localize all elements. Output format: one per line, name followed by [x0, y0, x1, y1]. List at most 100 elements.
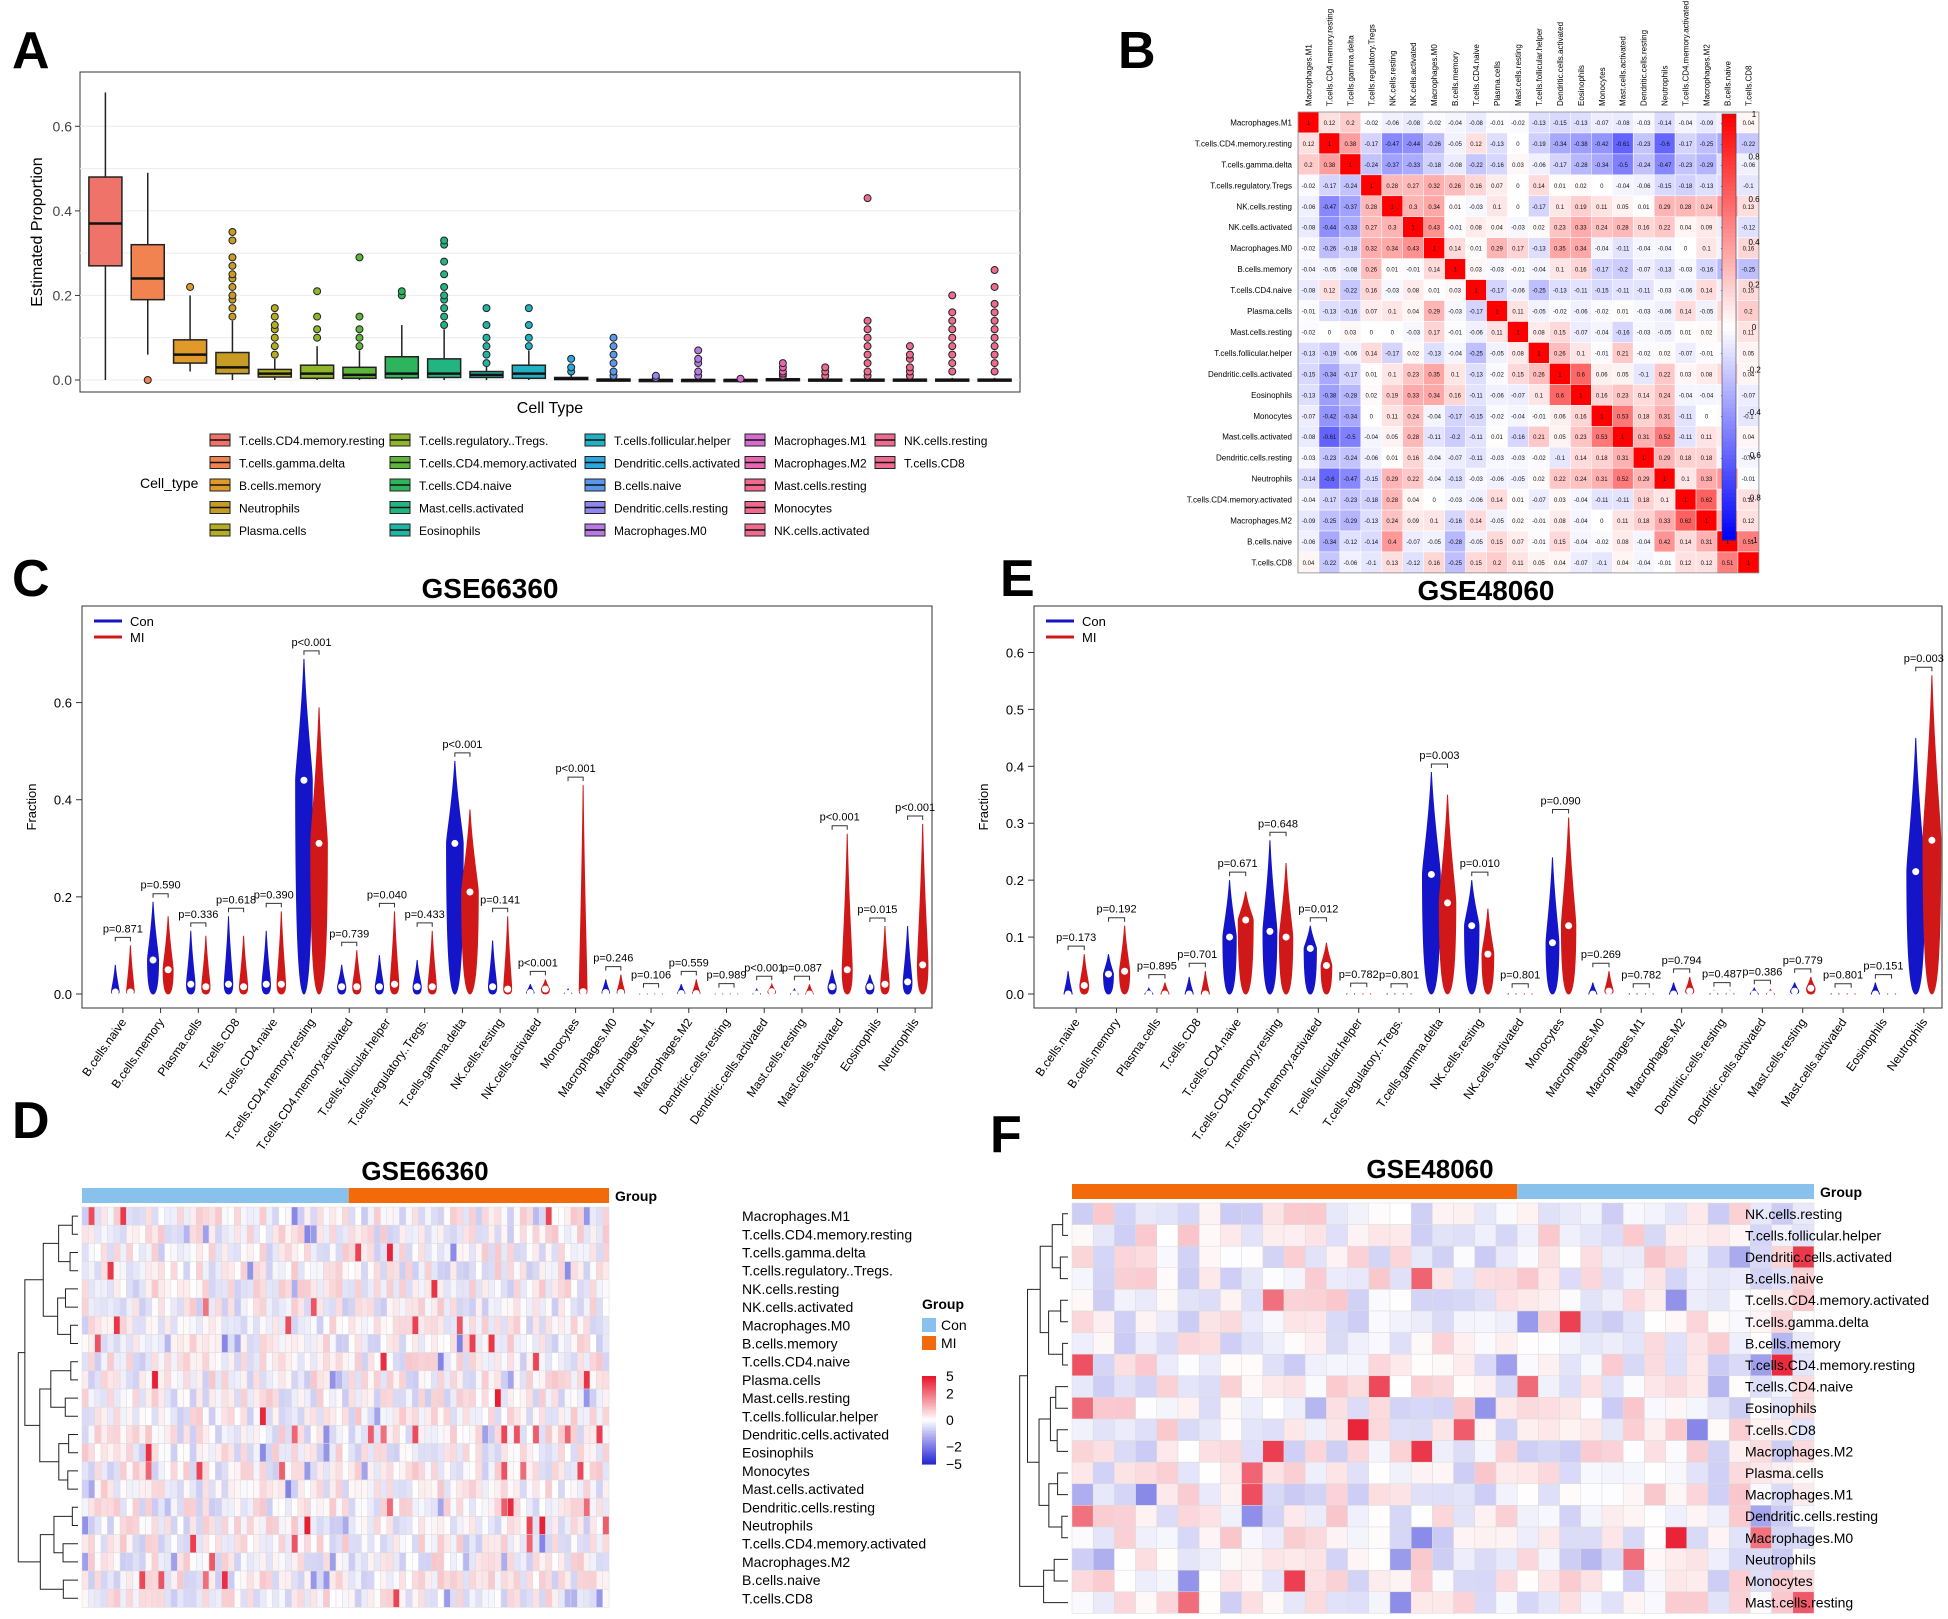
heat-cell: [1580, 1461, 1603, 1485]
violin-median-con: [1185, 990, 1193, 998]
row-label: T.cells.regulatory..Tregs.: [742, 1263, 893, 1279]
row-label: Eosinophils: [742, 1445, 814, 1461]
heat-cell: [94, 1243, 102, 1262]
corr-value: 0.27: [1407, 184, 1419, 190]
heat-cell: [456, 1352, 464, 1372]
scale-tick: −5: [946, 1456, 962, 1472]
heat-cell: [538, 1443, 546, 1463]
corr-value: -0.16: [1511, 435, 1525, 441]
heat-cell: [481, 1243, 489, 1262]
violin-mi: [427, 930, 437, 995]
heat-cell: [481, 1443, 489, 1463]
heat-cell: [1241, 1289, 1264, 1312]
corr-value: 0.07: [1365, 310, 1377, 316]
heat-cell: [1092, 1397, 1115, 1420]
pvalue-bracket: [378, 902, 395, 908]
heat-cell: [507, 1461, 515, 1481]
corr-value: -0.14: [1302, 477, 1316, 483]
heat-cell: [157, 1370, 165, 1390]
heat-cell: [265, 1297, 273, 1317]
heat-cell: [405, 1406, 413, 1426]
heat-cell: [1156, 1461, 1179, 1485]
corr-value: 0.16: [1407, 456, 1419, 462]
heat-cell: [1262, 1461, 1285, 1485]
box-outlier: [651, 371, 660, 380]
corr-value: 0.24: [1701, 205, 1713, 211]
corr-value: 1: [1307, 121, 1311, 127]
heat-cell: [1283, 1505, 1306, 1528]
heat-cell: [1262, 1591, 1285, 1614]
scale-step: [922, 1435, 936, 1439]
violin-median-con: [904, 978, 912, 986]
pvalue-label: p=0.173: [1056, 932, 1096, 944]
heat-cell: [551, 1206, 559, 1226]
heat-cell: [284, 1261, 292, 1281]
heat-cell: [361, 1388, 368, 1408]
heat-cell: [132, 1352, 140, 1372]
heat-cell: [1368, 1461, 1391, 1485]
colorbar-step: [1722, 237, 1736, 243]
heat-cell: [1686, 1267, 1709, 1290]
dendrogram-branch: [58, 1443, 69, 1481]
heat-cell: [113, 1388, 121, 1408]
heat-cell: [405, 1497, 413, 1517]
pvalue-label: p=0.801: [1823, 970, 1863, 982]
heat-cell: [151, 1552, 159, 1572]
corr-value: 0.32: [1365, 247, 1377, 253]
box-outlier: [863, 367, 872, 376]
heat-cell: [265, 1516, 273, 1535]
heat-cell: [323, 1279, 330, 1299]
heat-cell: [1071, 1202, 1094, 1225]
heat-cell: [1347, 1224, 1370, 1247]
heat-cell: [145, 1516, 153, 1535]
heat-cell: [272, 1516, 280, 1535]
heat-cell: [1601, 1375, 1624, 1398]
corr-value: 0.3: [1409, 205, 1418, 211]
pvalue-bracket: [1188, 962, 1206, 968]
heat-cell: [1071, 1289, 1094, 1312]
heat-cell: [519, 1425, 527, 1444]
corr-value: -0.06: [1302, 205, 1316, 211]
heat-cell: [443, 1334, 451, 1353]
heat-cell: [1156, 1505, 1179, 1528]
heat-cell: [488, 1334, 495, 1353]
box-outlier: [694, 354, 703, 363]
heat-cell: [469, 1461, 476, 1481]
heat-cell: [450, 1243, 457, 1262]
heat-cell: [1347, 1548, 1370, 1571]
heat-cell: [405, 1370, 413, 1390]
heat-cell: [132, 1570, 140, 1590]
heat-cell: [437, 1206, 445, 1226]
heat-cell: [1283, 1397, 1306, 1420]
heat-cell: [138, 1370, 146, 1390]
corr-value: -0.14: [1658, 121, 1672, 127]
heat-cell: [392, 1461, 400, 1481]
heat-cell: [107, 1206, 115, 1226]
heat-cell: [94, 1206, 102, 1226]
heat-cell: [145, 1588, 153, 1608]
scale-step: [922, 1389, 936, 1392]
violin-median-mi: [806, 990, 813, 998]
heat-cell: [1241, 1461, 1264, 1485]
heat-cell: [119, 1388, 127, 1408]
heat-cell: [602, 1243, 610, 1262]
pvalue-label: p=0.010: [1460, 858, 1500, 870]
heat-cell: [265, 1479, 273, 1499]
heat-cell: [132, 1370, 140, 1390]
heat-cell: [177, 1516, 184, 1535]
heat-cell: [170, 1334, 178, 1353]
violin-con: [186, 930, 196, 995]
heat-cell: [450, 1206, 457, 1226]
colorbar-step: [1722, 433, 1736, 439]
heat-cell: [88, 1206, 95, 1226]
heat-cell: [1156, 1418, 1179, 1441]
heat-cell: [424, 1588, 432, 1608]
violin-median-con: [1508, 990, 1516, 998]
heat-cell: [1622, 1267, 1645, 1290]
heat-cell: [291, 1534, 299, 1554]
heat-cell: [1580, 1440, 1603, 1463]
heat-cell: [1241, 1569, 1264, 1593]
colorbar-step: [1722, 403, 1736, 409]
heat-cell: [107, 1279, 115, 1299]
heat-cell: [596, 1261, 603, 1281]
